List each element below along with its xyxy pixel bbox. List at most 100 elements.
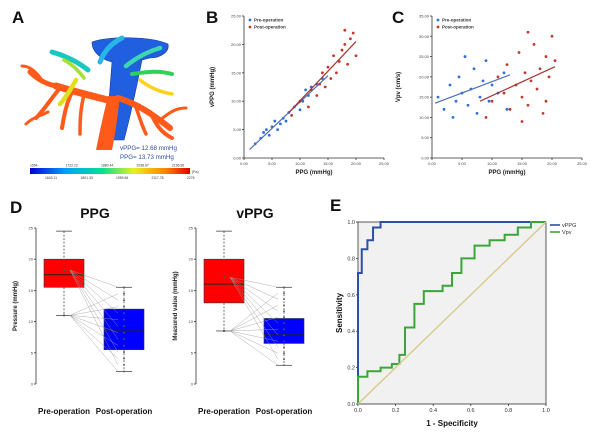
legend-marker bbox=[248, 18, 252, 22]
panel-d-box-vppg: vPPG 0 5 10 15 20 25 Measured value (mmHg) Pre-o… bbox=[173, 205, 312, 416]
box-title: PPG bbox=[80, 205, 110, 221]
data-point bbox=[343, 43, 347, 46]
y-tick-label: 0 bbox=[31, 382, 34, 387]
data-point bbox=[267, 133, 271, 137]
portal-trunk-shape bbox=[96, 96, 120, 150]
data-point bbox=[329, 77, 333, 80]
data-point bbox=[123, 331, 125, 334]
x-tick-label: 25.00 bbox=[577, 161, 588, 166]
paired-line bbox=[229, 277, 279, 300]
data-point bbox=[123, 286, 125, 289]
category-label: Post-operation bbox=[96, 407, 153, 416]
y-axis-label: vPPG (mmHg) bbox=[210, 67, 216, 107]
paired-line bbox=[69, 269, 119, 314]
data-point bbox=[123, 325, 125, 328]
panel-letter-d: D bbox=[10, 198, 23, 217]
paired-line bbox=[69, 315, 119, 372]
x-tick-label: 15.00 bbox=[323, 161, 334, 166]
data-point bbox=[490, 83, 494, 87]
colorbar-tick-label: 2196.89 bbox=[172, 164, 184, 168]
x-tick-label: 0.0 bbox=[354, 408, 362, 414]
data-point bbox=[123, 351, 125, 353]
box-body bbox=[103, 308, 145, 350]
data-point bbox=[123, 370, 125, 373]
legend-marker bbox=[436, 18, 440, 22]
pressure-gradient-branches bbox=[49, 35, 174, 107]
data-point bbox=[351, 31, 355, 35]
data-point bbox=[520, 120, 524, 123]
y-axis-label: Measured value (mmHg) bbox=[173, 271, 179, 340]
paired-lines bbox=[63, 269, 125, 373]
data-point bbox=[321, 71, 324, 75]
x-tick-label: 25.00 bbox=[379, 161, 390, 166]
panel-d-box-ppg: PPG 0 5 10 15 20 25 Pressure (mmHg) Pre-operatio… bbox=[13, 205, 153, 416]
data-point bbox=[283, 328, 285, 331]
data-point bbox=[550, 34, 554, 38]
box-pre-operation bbox=[43, 230, 85, 316]
y-tick-label: 15.00 bbox=[419, 95, 430, 100]
data-point bbox=[517, 51, 521, 54]
data-point bbox=[283, 364, 285, 367]
y-tick-label: 25.00 bbox=[231, 14, 242, 19]
data-point bbox=[283, 352, 285, 355]
x-tick-label: 20.00 bbox=[351, 161, 362, 166]
paired-line bbox=[229, 329, 279, 332]
paired-line bbox=[69, 315, 119, 359]
paired-line bbox=[229, 317, 279, 332]
data-point bbox=[490, 99, 494, 103]
data-point bbox=[283, 316, 285, 319]
x-tick-label: 20.00 bbox=[547, 161, 558, 166]
data-point bbox=[283, 340, 285, 343]
y-axis-label: Sensitivity bbox=[335, 292, 344, 333]
data-point bbox=[283, 286, 285, 289]
y-tick-label: 15 bbox=[189, 288, 194, 293]
data-point bbox=[307, 105, 310, 109]
y-tick-label: 10.00 bbox=[231, 99, 242, 104]
y-axis-label: Pressure (mmHg) bbox=[13, 281, 19, 331]
series-post-operation bbox=[479, 30, 557, 123]
series-post-operation bbox=[288, 28, 358, 117]
x-tick-label: 0.4 bbox=[429, 408, 437, 414]
colorbar-tick-label: 1801.33 bbox=[81, 176, 93, 180]
fit-line bbox=[249, 75, 329, 150]
y-tick-label: 10 bbox=[189, 319, 194, 324]
y-tick-label: 15 bbox=[29, 288, 34, 293]
panel-letter-e: E bbox=[330, 196, 342, 215]
paired-line bbox=[69, 269, 119, 353]
x-tick-label: 5.00 bbox=[268, 161, 277, 166]
y-tick-label: 25 bbox=[29, 226, 34, 231]
colorbar-tick-label: 1959.56 bbox=[116, 176, 128, 180]
data-point bbox=[276, 128, 279, 131]
data-point bbox=[523, 71, 527, 75]
data-point bbox=[340, 48, 344, 52]
x-axis-label: PPG (mmHg) bbox=[488, 170, 525, 176]
y-tick-label: 5.00 bbox=[233, 127, 242, 132]
y-tick-label: 20 bbox=[29, 257, 34, 262]
data-point bbox=[284, 119, 288, 123]
data-point bbox=[326, 65, 330, 69]
paired-line bbox=[229, 277, 279, 324]
legend-marker bbox=[436, 25, 440, 29]
data-point bbox=[526, 30, 530, 34]
legend-label: Post-operation bbox=[442, 25, 474, 30]
data-point bbox=[502, 71, 506, 75]
paired-lines bbox=[223, 276, 285, 367]
data-point bbox=[273, 119, 277, 123]
x-tick-label: 0.00 bbox=[428, 161, 437, 166]
data-point bbox=[535, 87, 539, 91]
panel-a-vessel-model: vPPG= 12.68 mmHg PPG= 13.73 mmHg (Pa) 15… bbox=[20, 35, 199, 180]
vppg-annotation: vPPG= 12.68 mmHg bbox=[120, 145, 177, 152]
y-tick-label: 0.6 bbox=[347, 293, 355, 299]
data-point bbox=[487, 99, 491, 103]
legend-marker bbox=[248, 25, 252, 29]
data-point bbox=[529, 79, 533, 83]
y-tick-label: 30.00 bbox=[419, 34, 430, 39]
y-tick-label: 5 bbox=[191, 350, 194, 355]
paired-line bbox=[69, 315, 119, 320]
x-axis-label: 1 - Specificity bbox=[426, 419, 478, 428]
paired-line bbox=[69, 293, 119, 316]
data-point bbox=[283, 358, 285, 361]
y-axis-label: Vpv (cm/s) bbox=[396, 72, 402, 102]
panel-b-scatter-vppg: 0.00 5.00 10.00 15.00 20.00 25.00 0.00 5.00 10.0… bbox=[210, 14, 390, 177]
data-point bbox=[532, 43, 536, 46]
